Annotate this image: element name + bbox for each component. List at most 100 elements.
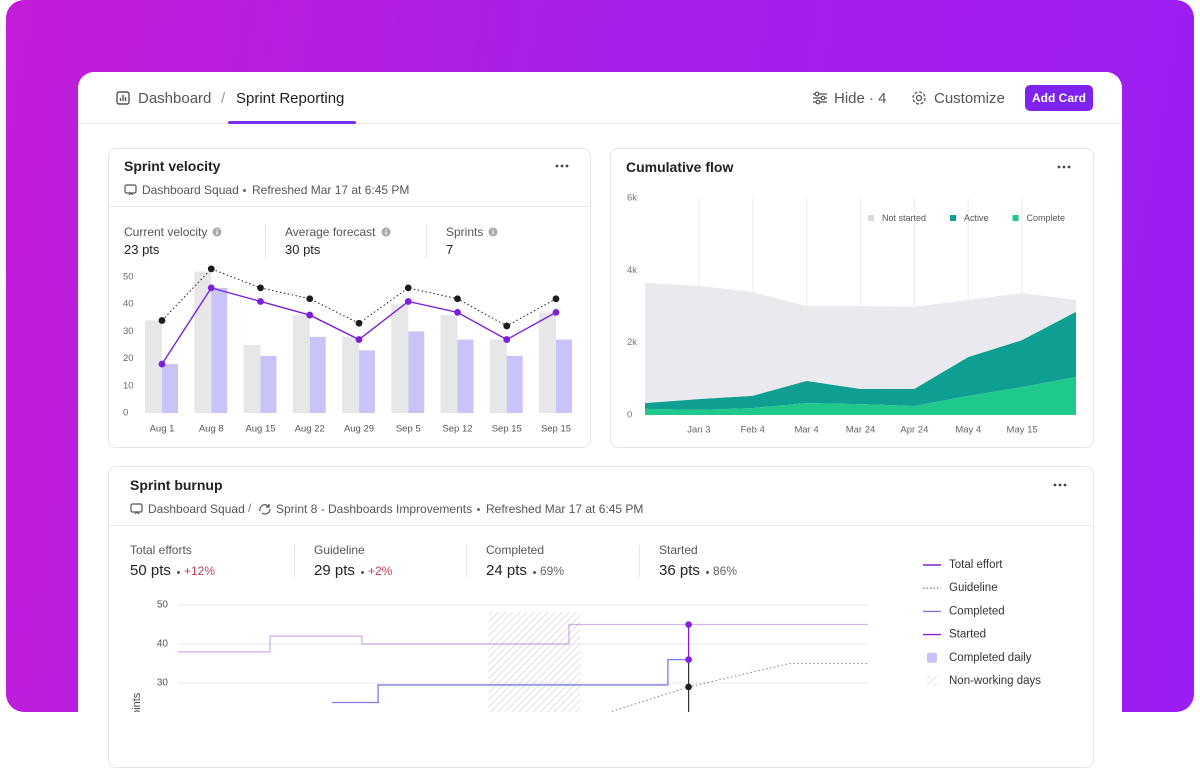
y-tick-label: 40 (123, 299, 134, 310)
bar (359, 350, 375, 413)
bar (556, 339, 572, 413)
burnup-line (332, 658, 689, 704)
legend-swatch (1012, 215, 1019, 221)
stat-divider (639, 545, 640, 577)
line-point (306, 295, 314, 303)
bar (309, 336, 326, 413)
team-icon (130, 503, 143, 515)
line-point (158, 360, 166, 368)
y-tick-label: 30 (123, 326, 134, 337)
bar (457, 339, 474, 413)
area (645, 311, 1076, 410)
x-tick-label: Sep 15 (492, 424, 522, 435)
line-point (404, 284, 412, 292)
x-tick-label: Aug 1 (150, 424, 175, 435)
bar (292, 315, 310, 413)
y-tick-label: 0 (627, 410, 632, 421)
x-tick-label: Jan 3 (687, 425, 710, 436)
bar (243, 345, 261, 413)
stat-change: 69% (540, 564, 565, 578)
today-point (685, 656, 692, 663)
x-tick-label: Sep 15 (541, 424, 571, 435)
legend-label: Non-working days (949, 675, 1041, 687)
stat-label: Current velocity (124, 225, 208, 239)
legend-label: Complete (1027, 213, 1066, 223)
line-point (454, 308, 461, 316)
x-tick-label: May 4 (955, 425, 981, 436)
stat-label: Completed (486, 543, 545, 557)
x-tick-label: Aug 29 (344, 424, 374, 435)
burnup-line (608, 662, 868, 712)
legend-label: Total effort (949, 559, 1003, 571)
stat-value: 7 (446, 242, 454, 257)
separator: / (248, 501, 252, 515)
hide-button[interactable]: Hide · 4 (834, 90, 887, 107)
bar (489, 339, 507, 413)
x-tick-label: Aug 8 (199, 424, 224, 435)
breadcrumb-current[interactable]: Sprint Reporting (236, 90, 345, 107)
charts-overlay: 0 10 20 30 40 50 Aug 1 Aug 8 Aug 15 Aug 22 Aug 29 S… (123, 164, 1076, 712)
y-axis-label: Points (131, 692, 143, 712)
sprint-icon (259, 504, 271, 515)
card-title: Cumulative flow (626, 159, 734, 175)
area (645, 282, 1076, 404)
x-tick-label: Sep 12 (442, 424, 472, 435)
line-point (355, 319, 363, 327)
x-tick-label: Mar 4 (794, 425, 818, 436)
separator-dot (706, 571, 709, 574)
legend-label: Active (964, 213, 989, 223)
today-point (685, 621, 692, 628)
stat-label: Started (659, 543, 698, 557)
line-point (552, 295, 560, 303)
menu-icon[interactable] (555, 164, 569, 168)
stat-value: 29 pts (314, 562, 355, 579)
breadcrumb[interactable]: Dashboard (138, 90, 212, 107)
y-tick-label: 2k (627, 337, 637, 348)
bar (260, 355, 277, 413)
line-point (257, 298, 264, 305)
legend-swatch (950, 215, 957, 221)
line-point (158, 317, 166, 324)
stat-change: +12% (184, 564, 216, 578)
line-point (306, 311, 314, 319)
hide-icon (813, 91, 827, 105)
separator-dot (361, 571, 364, 574)
line-point (503, 322, 511, 330)
add-card-button[interactable]: Add Card (1025, 85, 1093, 111)
legend-label: Completed (949, 605, 1005, 617)
legend-swatch (927, 676, 937, 686)
legend-swatch (868, 215, 874, 221)
separator-dot (533, 571, 536, 574)
dashboard-icon (116, 91, 130, 105)
breadcrumb-separator: / (221, 90, 226, 107)
y-tick-label: 10 (123, 380, 134, 391)
info-icon (488, 227, 498, 237)
stat-divider (265, 225, 266, 258)
separator-dot (477, 508, 480, 511)
customize-button[interactable]: Customize (934, 90, 1005, 107)
info-icon (381, 227, 391, 237)
stat-value: 36 pts (659, 562, 700, 579)
x-tick-label: Aug 15 (245, 424, 275, 435)
bar (211, 287, 228, 413)
sprint-name: Sprint 8 - Dashboards Improvements (276, 502, 473, 516)
y-tick-label: 50 (123, 272, 134, 283)
bar (539, 312, 556, 413)
stat-divider (466, 545, 467, 577)
menu-icon[interactable] (1053, 483, 1067, 487)
line-point (503, 336, 511, 343)
customize-icon (912, 91, 926, 105)
stat-label: Sprints (446, 225, 484, 239)
stat-value: 50 pts (130, 562, 171, 579)
y-tick-label: 4k (627, 265, 637, 276)
bar (408, 331, 425, 413)
today-point (685, 683, 692, 691)
bar (391, 304, 409, 413)
menu-icon[interactable] (1057, 165, 1071, 169)
area (645, 377, 1076, 415)
x-tick-label: May 15 (1007, 425, 1038, 436)
line-point (404, 298, 412, 305)
x-tick-label: Sep 5 (396, 424, 421, 435)
y-tick-label: 0 (123, 408, 128, 419)
bar (342, 336, 359, 413)
